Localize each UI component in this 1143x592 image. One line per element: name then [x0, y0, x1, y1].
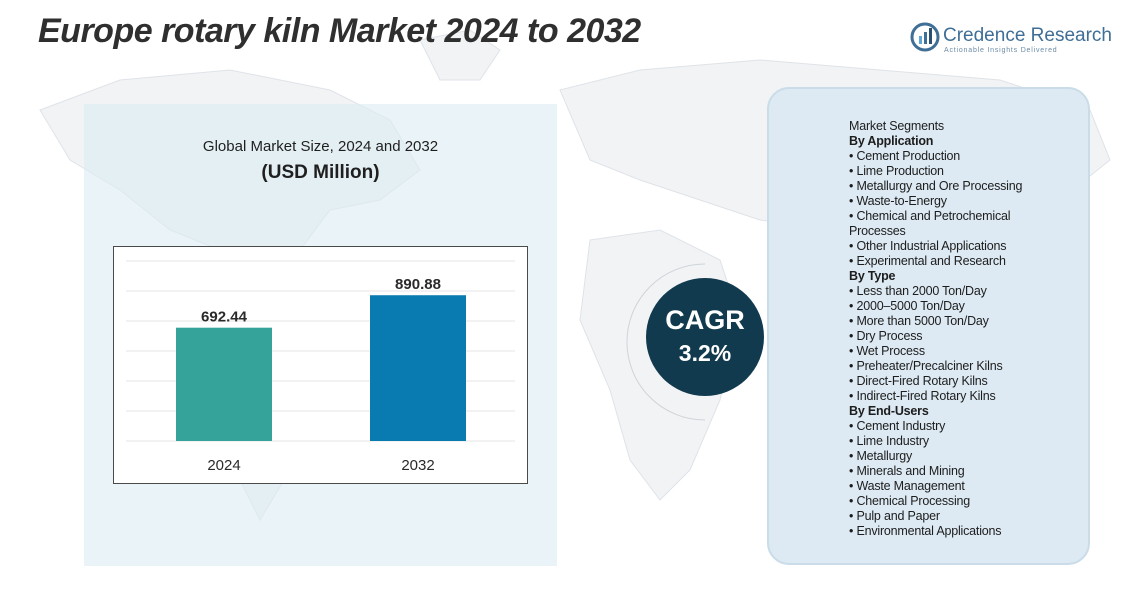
segment-group-title: By Type	[849, 269, 896, 283]
page-title: Europe rotary kiln Market 2024 to 2032	[38, 12, 641, 50]
brand-mark-icon	[910, 22, 940, 52]
brand-logo: Credence Research Actionable Insights De…	[910, 22, 1112, 58]
segment-group-title: By Application	[849, 134, 934, 148]
segment-item: • Lime Production	[849, 164, 944, 178]
segment-item: Processes	[849, 224, 906, 238]
segments-heading: Market Segments	[849, 119, 944, 133]
segment-item: • Minerals and Mining	[849, 464, 965, 478]
chart-subtitle: Global Market Size, 2024 and 2032	[202, 138, 439, 155]
segment-item: • Chemical Processing	[849, 494, 971, 508]
segment-item: • Wet Process	[849, 344, 925, 358]
segment-item: • Waste Management	[849, 479, 965, 493]
cagr-circle: CAGR 3.2%	[646, 278, 764, 396]
segment-item: • Metallurgy and Ore Processing	[849, 179, 1023, 193]
bar-value-label: 692.44	[201, 309, 248, 326]
cagr-ring	[626, 263, 706, 421]
market-segments-panel: Market Segments By Application • Cement P…	[767, 87, 1090, 565]
segment-item: • Less than 2000 Ton/Day	[849, 284, 987, 298]
segment-item: • Preheater/Precalciner Kilns	[849, 359, 1003, 373]
segment-item: • 2000–5000 Ton/Day	[849, 299, 965, 313]
bar-2024	[176, 327, 272, 441]
cagr-label: CAGR	[665, 305, 745, 335]
segment-item: • Environmental Applications	[849, 524, 1002, 538]
brand-tagline: Actionable Insights Delivered	[944, 47, 1058, 54]
segment-item: • Waste-to-Energy	[849, 194, 947, 208]
segment-group-title: By End-Users	[849, 404, 929, 418]
segment-item: • Experimental and Research	[849, 254, 1006, 268]
cagr-value: 3.2%	[678, 340, 732, 366]
segment-item: • Cement Industry	[849, 419, 946, 433]
cagr-badge: CAGR 3.2%	[612, 254, 788, 430]
bar-value-label: 890.88	[395, 276, 441, 293]
x-tick-label: 2032	[401, 457, 434, 474]
chart-unit: (USD Million)	[261, 162, 380, 183]
segment-item: • Metallurgy	[849, 449, 913, 463]
segments-list: Market Segments By Application • Cement P…	[849, 119, 1089, 539]
brand-name: Credence Research	[943, 25, 1112, 46]
segment-item: • Cement Production	[849, 149, 961, 163]
segment-item: • Dry Process	[849, 329, 923, 343]
segment-item: • Lime Industry	[849, 434, 929, 448]
segment-item: • Other Industrial Applications	[849, 239, 1007, 253]
bar-2032	[370, 295, 466, 441]
segment-item: • Chemical and Petrochemical	[849, 209, 1011, 223]
bar-chart-canvas: 692.44 2024 890.88 2032	[126, 260, 515, 474]
market-size-panel: Global Market Size, 2024 and 2032 (USD M…	[84, 104, 557, 566]
segment-item: • Pulp and Paper	[849, 509, 940, 523]
bar-chart: 692.44 2024 890.88 2032	[113, 246, 528, 484]
segment-item: • Direct-Fired Rotary Kilns	[849, 374, 988, 388]
segment-item: • Indirect-Fired Rotary Kilns	[849, 389, 996, 403]
segment-item: • More than 5000 Ton/Day	[849, 314, 989, 328]
x-tick-label: 2024	[207, 457, 240, 474]
